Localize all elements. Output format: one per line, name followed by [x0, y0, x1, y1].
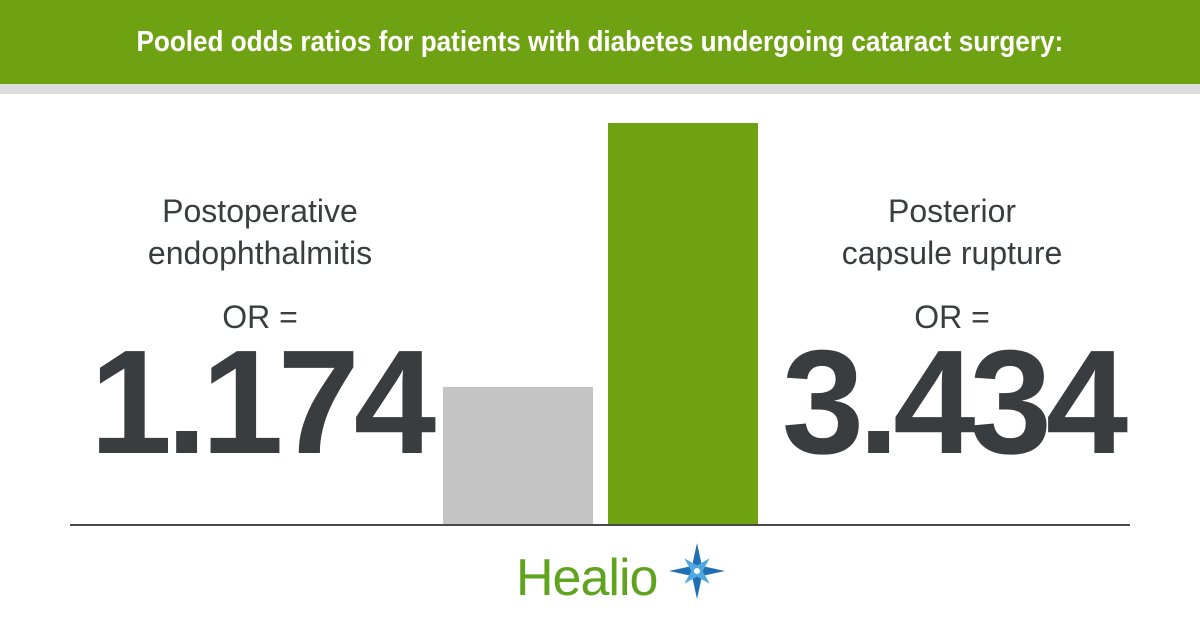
- chart-baseline: [70, 524, 1130, 526]
- star-burst-icon: [669, 543, 725, 599]
- healio-logo: Healio: [516, 543, 726, 610]
- metric-label-line2: capsule rupture: [841, 235, 1063, 271]
- bar-capsule-rupture: [608, 123, 758, 524]
- metric-label: Posterior capsule rupture: [762, 190, 1142, 274]
- metric-label-line2: endophthalmitis: [147, 235, 373, 271]
- logo-text: Healio: [516, 549, 658, 607]
- bar-endophthalmitis: [443, 386, 593, 524]
- header-divider: [0, 84, 1200, 94]
- metric-value: 1.174: [89, 320, 436, 485]
- page-title: Pooled odds ratios for patients with dia…: [136, 25, 1064, 58]
- metric-or-label: OR =: [222, 299, 298, 335]
- metric-label-line1: Postoperative: [162, 193, 358, 229]
- header-banner: Pooled odds ratios for patients with dia…: [0, 0, 1200, 84]
- metric-label: Postoperative endophthalmitis: [70, 190, 450, 274]
- metric-or-label: OR =: [914, 299, 990, 335]
- metric-value: 3.434: [781, 320, 1128, 485]
- metric-label-line1: Posterior: [887, 193, 1017, 229]
